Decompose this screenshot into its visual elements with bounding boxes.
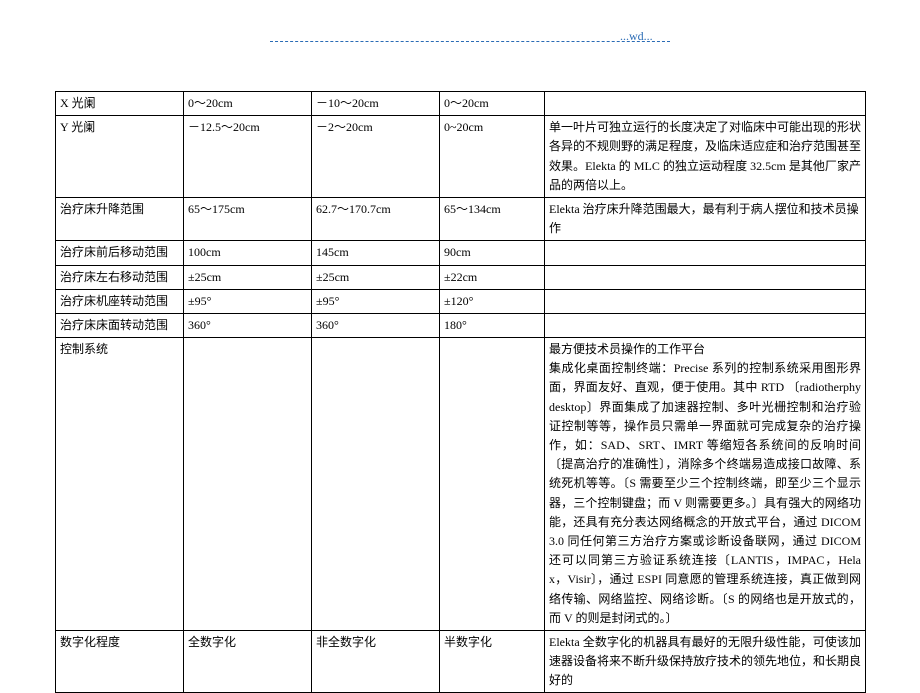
table-cell: ±120°	[440, 289, 545, 313]
table-cell: 65～175cm	[184, 197, 312, 240]
table-cell: 145cm	[312, 241, 440, 265]
table-cell	[545, 241, 866, 265]
table-cell: 0~20cm	[440, 116, 545, 198]
table-cell	[184, 338, 312, 631]
table-cell: ±95°	[312, 289, 440, 313]
table-row: 控制系统 最方便技术员操作的工作平台集成化桌面控制终端：Precise 系列的控制…	[56, 338, 866, 631]
table-row: 数字化程度全数字化非全数字化半数字化Elekta 全数字化的机器具有最好的无限升…	[56, 630, 866, 693]
table-cell	[545, 265, 866, 289]
table-cell: 360°	[312, 313, 440, 337]
table-cell: －10～20cm	[312, 92, 440, 116]
table-cell	[545, 289, 866, 313]
table-cell: 治疗床前后移动范围	[56, 241, 184, 265]
table-cell: 100cm	[184, 241, 312, 265]
table-cell: 0～20cm	[184, 92, 312, 116]
comparison-table-wrap: X 光阑0～20cm－10～20cm0～20cmY 光阑－12.5～20cm－2…	[55, 91, 865, 693]
table-cell: 治疗床机座转动范围	[56, 289, 184, 313]
table-cell: 90cm	[440, 241, 545, 265]
table-cell: ±95°	[184, 289, 312, 313]
table-row: 治疗床机座转动范围±95°±95°±120°	[56, 289, 866, 313]
table-cell: 数字化程度	[56, 630, 184, 693]
table-cell: 半数字化	[440, 630, 545, 693]
table-cell: 治疗床床面转动范围	[56, 313, 184, 337]
table-row: 治疗床前后移动范围100cm145cm90cm	[56, 241, 866, 265]
table-cell: Elekta 全数字化的机器具有最好的无限升级性能，可使该加速器设备将来不断升级…	[545, 630, 866, 693]
table-cell: 0～20cm	[440, 92, 545, 116]
table-cell: 单一叶片可独立运行的长度决定了对临床中可能出现的形状各异的不规则野的满足程度，及…	[545, 116, 866, 198]
table-row: 治疗床升降范围65～175cm62.7～170.7cm65～134cmElekt…	[56, 197, 866, 240]
table-cell	[545, 313, 866, 337]
table-cell: X 光阑	[56, 92, 184, 116]
header-label: ...wd...	[620, 29, 653, 44]
table-cell: －2～20cm	[312, 116, 440, 198]
table-cell: Y 光阑	[56, 116, 184, 198]
table-cell: Elekta 治疗床升降范围最大，最有利于病人摆位和技术员操作	[545, 197, 866, 240]
table-cell: 治疗床升降范围	[56, 197, 184, 240]
table-cell: ±25cm	[184, 265, 312, 289]
table-cell	[440, 338, 545, 631]
table-cell: 65～134cm	[440, 197, 545, 240]
table-row: Y 光阑－12.5～20cm－2～20cm0~20cm单一叶片可独立运行的长度决…	[56, 116, 866, 198]
table-cell: 最方便技术员操作的工作平台集成化桌面控制终端：Precise 系列的控制系统采用…	[545, 338, 866, 631]
table-cell: 非全数字化	[312, 630, 440, 693]
table-cell: 360°	[184, 313, 312, 337]
table-row: 治疗床床面转动范围360°360°180°	[56, 313, 866, 337]
table-cell	[545, 92, 866, 116]
document-page: ...wd... X 光阑0～20cm－10～20cm0～20cmY 光阑－12…	[0, 0, 920, 651]
table-cell: ±25cm	[312, 265, 440, 289]
table-cell: 全数字化	[184, 630, 312, 693]
table-cell: 180°	[440, 313, 545, 337]
header-dashed-line	[270, 41, 670, 42]
table-cell: 治疗床左右移动范围	[56, 265, 184, 289]
table-cell	[312, 338, 440, 631]
table-cell: －12.5～20cm	[184, 116, 312, 198]
table-cell: 控制系统	[56, 338, 184, 631]
table-row: 治疗床左右移动范围±25cm±25cm±22cm	[56, 265, 866, 289]
table-row: X 光阑0～20cm－10～20cm0～20cm	[56, 92, 866, 116]
table-cell: 62.7～170.7cm	[312, 197, 440, 240]
comparison-table: X 光阑0～20cm－10～20cm0～20cmY 光阑－12.5～20cm－2…	[55, 91, 866, 693]
table-cell: ±22cm	[440, 265, 545, 289]
